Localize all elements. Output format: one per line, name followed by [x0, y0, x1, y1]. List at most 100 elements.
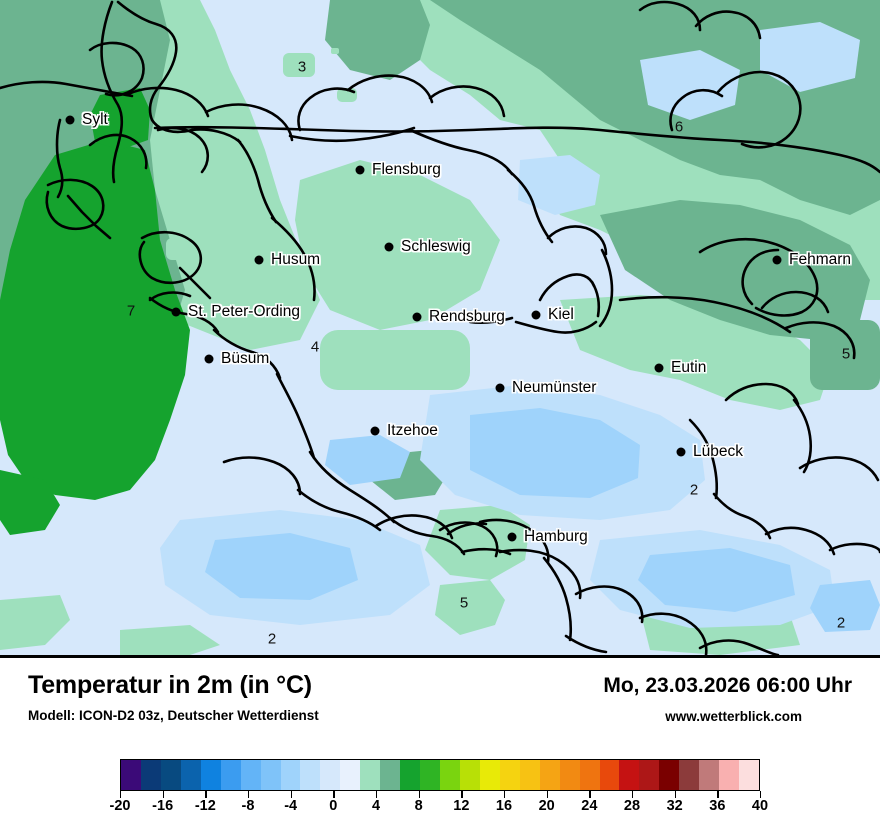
- colorbar-tick-label-4: 4: [371, 798, 381, 814]
- city-label-hamburg: Hamburg: [524, 528, 588, 545]
- colorbar-tick--16: [162, 791, 165, 798]
- city-marker-rendsburg[interactable]: [412, 312, 422, 322]
- colorbar-tick--8: [248, 791, 250, 798]
- colorbar-swatch-4: [200, 760, 221, 790]
- colorbar-tick-label-20: 20: [538, 798, 555, 814]
- colorbar-swatch-16: [440, 760, 460, 790]
- city-marker-fehmarn[interactable]: [772, 255, 782, 265]
- colorbar-labels: -20 -16 -12 -8 -4 0 4 8 12 16 20 24 28 32 36 40: [110, 798, 769, 820]
- city-marker-luebeck[interactable]: [676, 447, 686, 457]
- colorbar-swatch-23: [579, 760, 600, 790]
- colorbar-ticks: [120, 791, 762, 801]
- city-marker-husum[interactable]: [254, 255, 264, 265]
- colorbar-legend: [120, 759, 760, 791]
- colorbar-tick-label-32: 32: [666, 798, 683, 814]
- colorbar-swatch-7: [260, 760, 281, 790]
- valid-datetime: Mo, 23.03.2026 06:00 Uhr: [603, 674, 852, 697]
- map-footer: Temperatur in 2m (in °C) Modell: ICON-D2…: [0, 658, 880, 830]
- city-label-buesum: Büsum: [221, 350, 270, 367]
- colorbar-tick-label-0: 0: [329, 798, 338, 814]
- colorbar-swatch-8: [280, 760, 301, 790]
- temperature-map[interactable]: Sylt Flensburg Husum Schleswig Fehmarn S…: [0, 0, 880, 658]
- colorbar-tick-36: [717, 791, 719, 798]
- colorbar-gradient: [120, 759, 760, 791]
- city-label-fehmarn: Fehmarn: [789, 251, 852, 268]
- city-marker-kiel[interactable]: [531, 310, 541, 320]
- colorbar-tick-28: [632, 791, 634, 798]
- contour-label-2-southeast: 2: [836, 614, 846, 632]
- website-label: www.wetterblick.com: [665, 709, 802, 724]
- colorbar-tick-label--16: -16: [152, 798, 174, 814]
- colorbar-swatch-14: [400, 760, 421, 790]
- colorbar-swatch-30: [719, 760, 740, 790]
- colorbar-swatch-10: [320, 760, 341, 790]
- city-marker-eutin[interactable]: [654, 363, 664, 373]
- contour-label-2-southwest: 2: [267, 630, 277, 648]
- colorbar-tick-40: [760, 791, 762, 798]
- contour-label-2-luebeck: 2: [689, 481, 699, 499]
- colorbar-swatch-15: [420, 760, 440, 790]
- colorbar-swatch-20: [519, 760, 540, 790]
- colorbar-tick-label-12: 12: [453, 798, 470, 814]
- colorbar-tick-24: [589, 791, 591, 798]
- model-subtitle: Modell: ICON-D2 03z, Deutscher Wetterdie…: [28, 708, 319, 723]
- city-label-neumuenster: Neumünster: [512, 379, 597, 396]
- colorbar-swatch-0: [121, 760, 141, 790]
- city-label-husum: Husum: [271, 251, 321, 268]
- colorbar-swatch-9: [300, 760, 321, 790]
- city-marker-st-peter-ording[interactable]: [171, 307, 181, 317]
- colorbar-tick-32: [674, 791, 677, 798]
- city-label-kiel: Kiel: [548, 306, 574, 323]
- map-graphic: [0, 0, 880, 655]
- colorbar-swatch-17: [459, 760, 480, 790]
- city-label-schleswig: Schleswig: [401, 238, 471, 255]
- colorbar-tick--4: [290, 791, 293, 798]
- colorbar-tick-label--8: -8: [241, 798, 255, 814]
- colorbar-tick-label-24: 24: [581, 798, 598, 814]
- colorbar-swatch-29: [699, 760, 720, 790]
- colorbar-tick--12: [205, 791, 207, 798]
- colorbar-swatch-12: [360, 760, 381, 790]
- colorbar-tick-label--12: -12: [194, 798, 216, 814]
- colorbar-tick-label-40: 40: [751, 798, 769, 814]
- colorbar-tick-label-36: 36: [709, 798, 726, 814]
- colorbar-tick-label-28: 28: [623, 798, 641, 814]
- coastline-borders: [0, 0, 880, 655]
- colorbar-tick--20: [120, 791, 122, 798]
- city-label-sylt: Sylt: [82, 111, 108, 128]
- colorbar-tick-label-8: 8: [414, 798, 423, 814]
- colorbar-swatch-1: [140, 760, 161, 790]
- city-label-eutin: Eutin: [671, 359, 707, 376]
- colorbar-swatch-22: [559, 760, 580, 790]
- city-marker-schleswig[interactable]: [384, 242, 394, 252]
- city-marker-buesum[interactable]: [204, 354, 214, 364]
- colorbar-tick-0: [333, 791, 335, 798]
- city-label-flensburg: Flensburg: [372, 161, 441, 178]
- contour-label-4-center: 4: [310, 338, 320, 356]
- contour-label-5-south: 5: [459, 594, 469, 612]
- contour-label-5-east: 5: [841, 345, 851, 363]
- colorbar-tick-label-16: 16: [495, 798, 513, 814]
- colorbar-swatch-3: [180, 760, 201, 790]
- contour-label-7-west: 7: [126, 302, 136, 320]
- city-label-itzehoe: Itzehoe: [387, 422, 438, 439]
- temp-speckles: [166, 48, 880, 390]
- colorbar-swatch-11: [340, 760, 361, 790]
- city-label-luebeck: Lübeck: [693, 443, 743, 460]
- temp-band-blue3: [205, 408, 880, 632]
- temp-band-green: [0, 88, 190, 535]
- city-marker-flensburg[interactable]: [355, 165, 365, 175]
- colorbar-swatch-24: [599, 760, 620, 790]
- colorbar-swatch-21: [539, 760, 560, 790]
- city-marker-itzehoe[interactable]: [370, 426, 380, 436]
- city-marker-neumuenster[interactable]: [495, 383, 505, 393]
- colorbar-tick-label--4: -4: [284, 798, 298, 814]
- city-label-rendsburg: Rendsburg: [429, 308, 505, 325]
- colorbar-swatch-5: [220, 760, 241, 790]
- colorbar-swatch-13: [380, 760, 401, 790]
- colorbar-tick-4: [376, 791, 378, 798]
- city-marker-sylt[interactable]: [65, 115, 75, 125]
- city-marker-hamburg[interactable]: [507, 532, 517, 542]
- page-title: Temperatur in 2m (in °C): [28, 671, 312, 699]
